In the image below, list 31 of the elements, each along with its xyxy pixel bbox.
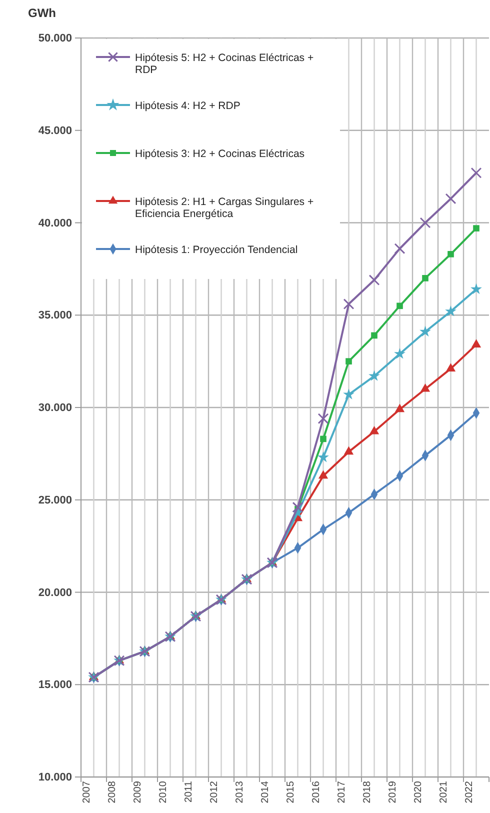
legend-label: Hipótesis 2: H1 + Cargas Singulares + Eficiencia Energética <box>135 196 314 220</box>
x-tick-label: 2017 <box>336 780 348 804</box>
x-tick-label: 2018 <box>362 780 373 804</box>
y-tick-label: 30.000 <box>38 402 72 414</box>
x-tick-label: 2019 <box>387 780 398 804</box>
x-tick-label: 2007 <box>81 780 92 804</box>
y-tick-label: 45.000 <box>38 124 72 137</box>
y-tick-label: 50.000 <box>38 32 72 45</box>
x-tick-label: 2011 <box>183 780 194 803</box>
legend-label: Hipótesis 5: H2 + Cocinas Eléctricas + RDP <box>135 52 314 76</box>
x-tick-label: 2016 <box>310 780 322 804</box>
x-tick-label: 2008 <box>106 780 118 804</box>
y-tick-label: 40.000 <box>38 217 72 230</box>
x-tick-label: 2015 <box>285 780 296 804</box>
x-tick-label: 2012 <box>208 780 220 804</box>
y-tick-label: 25.000 <box>38 494 72 506</box>
x-tick-label: 2020 <box>412 780 424 804</box>
legend-label: Hipótesis 1: Proyección Tendencial <box>135 244 298 256</box>
y-tick-label: 20.000 <box>38 586 72 599</box>
legend-label: Hipótesis 4: H2 + RDP <box>135 100 240 112</box>
legend-label: Hipótesis 3: H2 + Cocinas Eléctricas <box>135 148 305 160</box>
x-tick-label: 2013 <box>234 780 246 804</box>
y-tick-label: 35.000 <box>38 310 72 322</box>
y-tick-label: 15.000 <box>38 679 72 692</box>
x-tick-label: 2010 <box>158 780 169 804</box>
y-tick-label: 10.000 <box>38 772 72 784</box>
x-tick-label: 2022 <box>464 780 475 804</box>
x-tick-label: 2009 <box>132 780 144 804</box>
x-tick-label: 2014 <box>260 780 271 804</box>
x-tick-label: 2021 <box>438 780 450 804</box>
y-axis-title: GWh <box>28 6 56 20</box>
